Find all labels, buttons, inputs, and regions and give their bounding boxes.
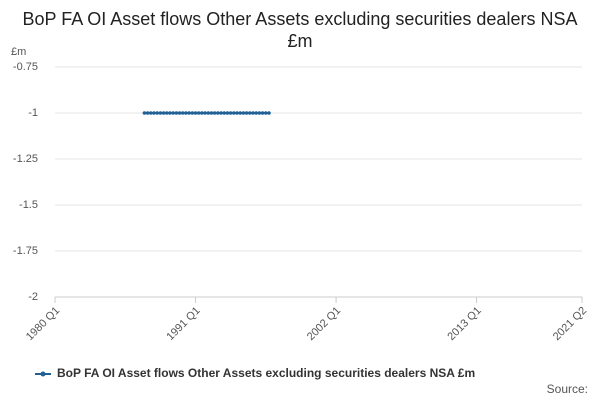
y-unit: £m <box>11 46 26 58</box>
point <box>209 111 214 115</box>
point <box>264 111 268 115</box>
point <box>235 111 239 115</box>
y-tick-label: -2 <box>28 291 38 303</box>
point <box>196 111 201 115</box>
source: Source: <box>547 382 588 396</box>
point <box>164 111 169 115</box>
x-tick-label: 2002 Q1 <box>305 305 343 343</box>
point <box>187 111 191 115</box>
point <box>260 111 265 115</box>
point <box>174 111 179 115</box>
point <box>177 111 182 115</box>
legend-label: BoP FA OI Asset flows Other Assets exclu… <box>57 366 475 380</box>
point <box>190 111 195 115</box>
point <box>152 111 156 115</box>
point <box>244 111 249 115</box>
point <box>241 111 246 115</box>
point <box>225 111 230 115</box>
point <box>228 111 233 115</box>
point <box>155 111 160 115</box>
point <box>149 111 153 115</box>
x-tick-label: 2013 Q1 <box>445 305 483 343</box>
y-tick-label: -1.5 <box>19 199 38 211</box>
point <box>257 111 262 115</box>
point <box>158 111 163 115</box>
legend-swatch-dot <box>40 371 46 377</box>
point <box>267 111 271 115</box>
point <box>203 111 207 115</box>
chart-title: BoP FA OI Asset flows Other Assets exclu… <box>22 9 578 51</box>
point <box>248 111 252 115</box>
point <box>232 111 236 115</box>
point <box>145 111 150 115</box>
point <box>238 111 243 115</box>
y-tick-label: -1 <box>28 107 38 119</box>
x-tick-label: 1991 Q1 <box>164 305 202 343</box>
point <box>193 111 198 115</box>
point <box>184 111 188 115</box>
point <box>216 111 220 115</box>
point <box>254 111 259 115</box>
point <box>219 111 223 115</box>
point <box>171 111 175 115</box>
point <box>168 111 172 115</box>
point <box>180 111 185 115</box>
y-tick-label: -0.75 <box>13 61 38 73</box>
x-tick-label: 1980 Q1 <box>24 305 62 343</box>
x-tick-label: 2021 Q2 <box>551 305 589 343</box>
point <box>206 111 211 115</box>
point <box>212 111 217 115</box>
point <box>200 111 204 115</box>
point <box>142 111 147 115</box>
point <box>251 111 255 115</box>
y-tick-label: -1.25 <box>13 153 38 165</box>
point <box>161 111 166 115</box>
y-tick-label: -1.75 <box>13 245 38 257</box>
point <box>222 111 227 115</box>
